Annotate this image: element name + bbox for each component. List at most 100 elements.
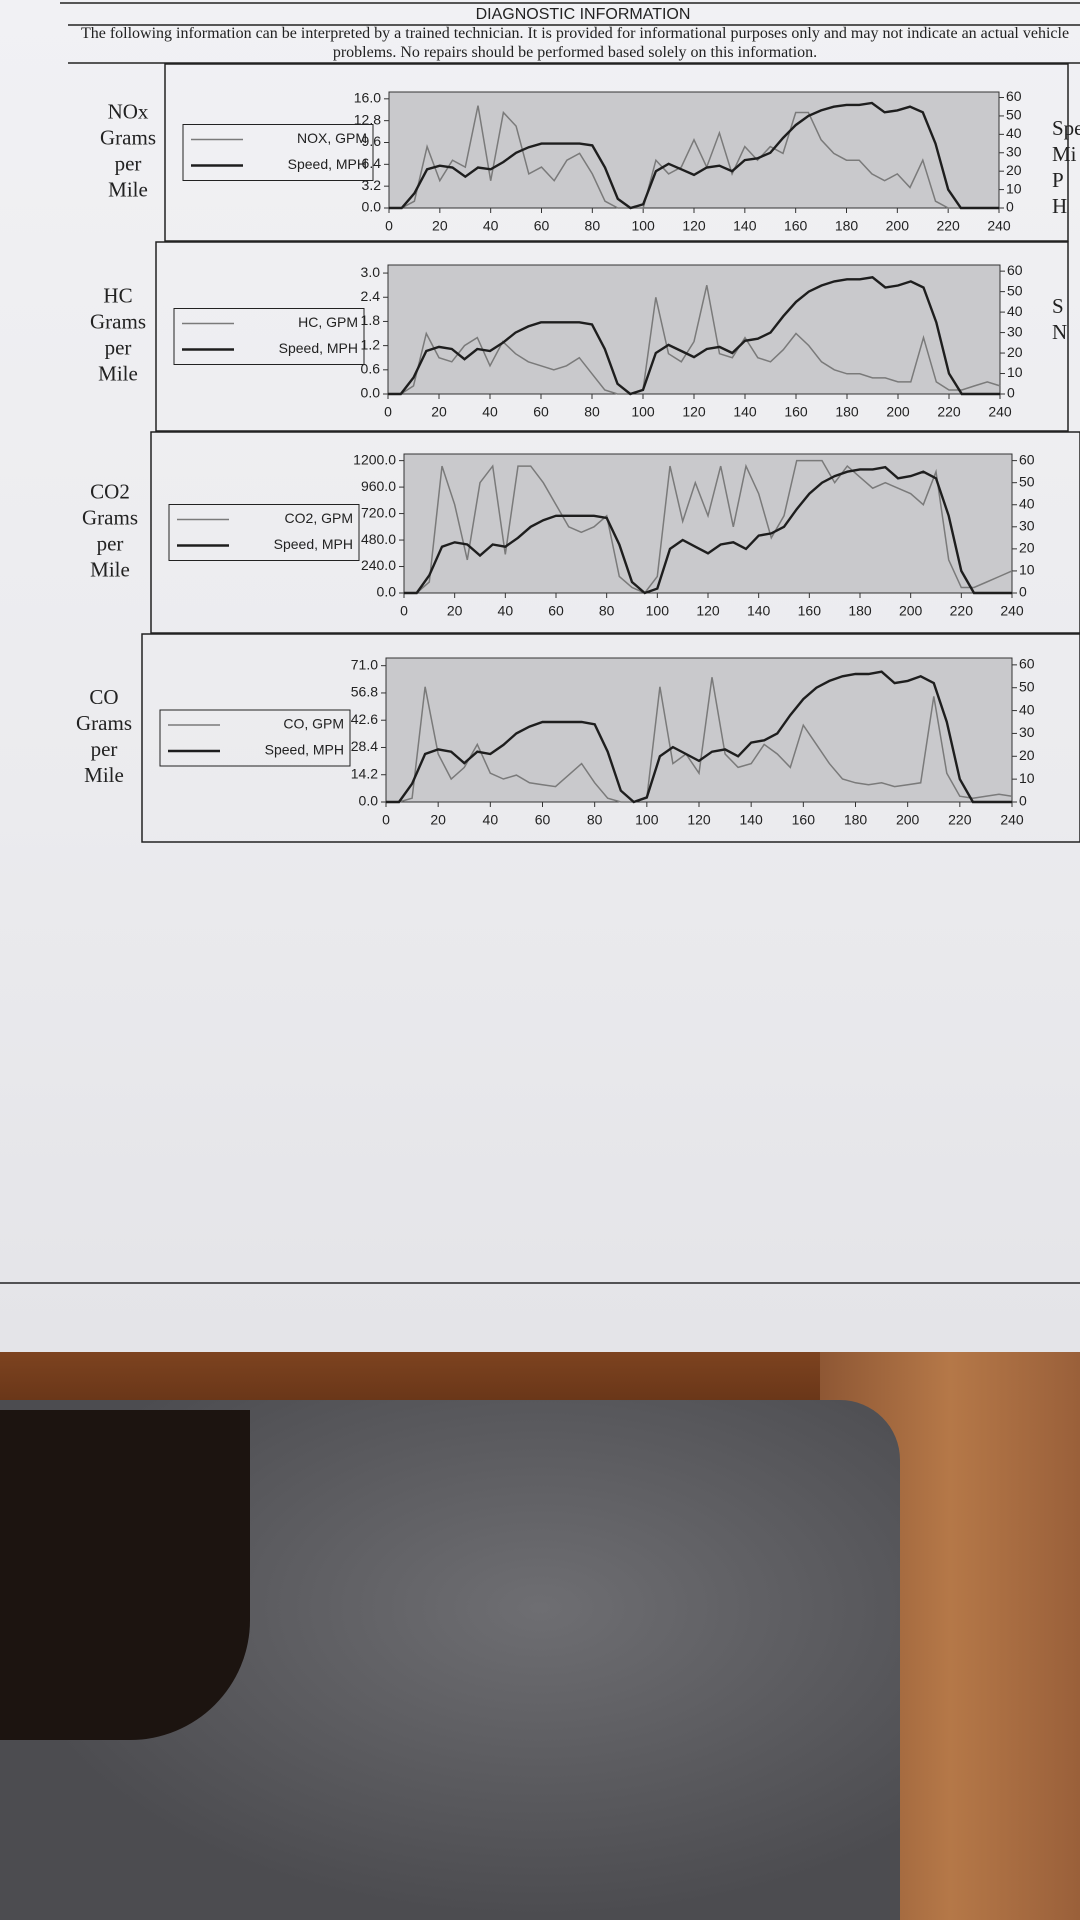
legend-label: CO2, GPM (285, 510, 353, 526)
y2-tick-label: 20 (1019, 540, 1035, 556)
x-tick-label: 200 (896, 812, 920, 828)
y2-tick-label: 40 (1019, 495, 1035, 511)
y2-tick-label: 10 (1019, 562, 1035, 578)
x-tick-label: 80 (585, 218, 601, 234)
right-label: Spe (1052, 116, 1080, 140)
x-tick-label: 160 (784, 218, 808, 234)
panel (141, 633, 1080, 843)
legend-label: Speed, MPH (265, 742, 344, 758)
panel-label: per (105, 335, 132, 359)
x-tick-label: 140 (733, 218, 757, 234)
x-tick-label: 80 (584, 404, 600, 420)
x-tick-label: 180 (844, 812, 868, 828)
series-line (389, 101, 999, 210)
x-tick-label: 140 (747, 603, 771, 619)
x-tick-label: 20 (447, 603, 463, 619)
y-tick-label: 12.8 (354, 111, 381, 127)
legend-label: CO, GPM (283, 716, 344, 732)
x-tick-label: 0 (385, 218, 393, 234)
x-tick-label: 180 (835, 218, 859, 234)
y2-tick-label: 0 (1019, 584, 1027, 600)
y-tick-label: 42.6 (351, 711, 378, 727)
panel (150, 431, 1080, 634)
right-label: S (1052, 294, 1064, 318)
x-tick-label: 220 (950, 603, 974, 619)
series-line (386, 677, 1013, 803)
x-tick-label: 0 (382, 812, 390, 828)
panel-label: per (115, 151, 142, 175)
legend-label: NOX, GPM (297, 130, 367, 146)
notice: The following information can be interpr… (80, 25, 1070, 61)
y-tick-label: 0.0 (361, 385, 381, 401)
series-line (404, 465, 1012, 595)
y2-tick-label: 40 (1006, 125, 1022, 141)
y-tick-label: 240.0 (361, 557, 396, 573)
y-tick-label: 0.0 (377, 584, 397, 600)
x-tick-label: 120 (696, 603, 720, 619)
y2-tick-label: 10 (1007, 364, 1023, 380)
y-tick-label: 480.0 (361, 531, 396, 547)
panel-label: Mile (84, 763, 124, 787)
y-tick-label: 6.4 (362, 155, 382, 171)
x-tick-label: 120 (682, 404, 706, 420)
y2-tick-label: 30 (1006, 143, 1022, 159)
plot-area (385, 657, 1013, 803)
y2-tick-label: 30 (1019, 518, 1035, 534)
y2-tick-label: 20 (1007, 344, 1023, 360)
x-tick-label: 180 (835, 404, 859, 420)
panel-label: Grams (82, 505, 138, 529)
x-tick-label: 100 (631, 218, 655, 234)
y2-tick-label: 60 (1006, 88, 1022, 104)
x-tick-label: 100 (646, 603, 670, 619)
legend (173, 308, 365, 365)
y2-tick-label: 50 (1019, 473, 1035, 489)
x-tick-label: 200 (899, 603, 923, 619)
x-tick-label: 0 (384, 404, 392, 420)
panel-label: CO (89, 685, 118, 709)
y2-tick-label: 60 (1007, 262, 1023, 278)
series-line (386, 670, 1012, 804)
x-tick-label: 160 (792, 812, 816, 828)
y-tick-label: 0.0 (359, 793, 379, 809)
series-line (388, 276, 1000, 396)
panel-label: Grams (90, 309, 146, 333)
plot-area (403, 453, 1013, 594)
plot-area (388, 91, 1000, 209)
y2-tick-label: 10 (1019, 770, 1035, 786)
y2-tick-label: 0 (1006, 199, 1014, 215)
x-tick-label: 240 (1000, 812, 1024, 828)
right-label: N (1052, 320, 1067, 344)
x-tick-label: 120 (682, 218, 706, 234)
y-tick-label: 71.0 (351, 656, 378, 672)
x-tick-label: 160 (798, 603, 822, 619)
x-tick-label: 200 (886, 404, 910, 420)
series-line (388, 285, 1001, 395)
y-tick-label: 1200.0 (353, 451, 396, 467)
y2-tick-label: 50 (1006, 107, 1022, 123)
y-tick-label: 28.4 (351, 738, 378, 754)
y-tick-label: 0.6 (361, 361, 381, 377)
panel-label: Mile (98, 361, 138, 385)
x-tick-label: 180 (848, 603, 872, 619)
y2-tick-label: 60 (1019, 451, 1035, 467)
y-tick-label: 1.8 (361, 312, 381, 328)
y2-tick-label: 30 (1007, 323, 1023, 339)
y2-tick-label: 0 (1007, 385, 1015, 401)
x-tick-label: 80 (587, 812, 603, 828)
x-tick-label: 140 (739, 812, 763, 828)
y2-tick-label: 20 (1006, 162, 1022, 178)
legend (159, 709, 351, 767)
plot-area (387, 264, 1001, 395)
x-tick-label: 160 (784, 404, 808, 420)
x-tick-label: 40 (498, 603, 514, 619)
legend-label: Speed, MPH (279, 340, 358, 356)
y2-tick-label: 40 (1019, 701, 1035, 717)
panel-label: Mile (108, 177, 148, 201)
panel-label: NOx (108, 99, 149, 123)
x-tick-label: 240 (988, 404, 1012, 420)
x-tick-label: 240 (987, 218, 1011, 234)
y-tick-label: 2.4 (361, 288, 381, 304)
panel (164, 63, 1069, 242)
x-tick-label: 220 (936, 218, 960, 234)
x-tick-label: 200 (886, 218, 910, 234)
